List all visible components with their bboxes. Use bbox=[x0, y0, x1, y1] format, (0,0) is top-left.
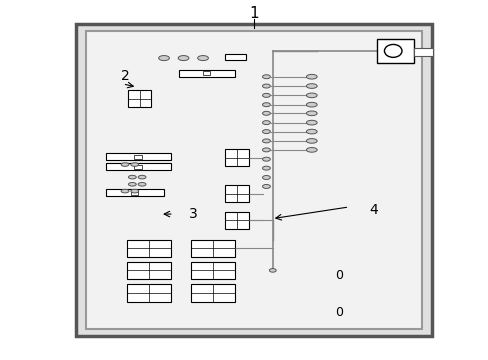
Ellipse shape bbox=[131, 189, 139, 193]
Ellipse shape bbox=[306, 148, 317, 152]
Ellipse shape bbox=[121, 189, 129, 193]
Bar bbox=[224, 54, 246, 60]
Bar bbox=[190, 284, 234, 302]
Ellipse shape bbox=[306, 111, 317, 116]
Text: 2: 2 bbox=[121, 69, 129, 83]
Ellipse shape bbox=[121, 163, 129, 166]
Bar bbox=[131, 190, 138, 194]
Text: 3: 3 bbox=[188, 207, 197, 221]
Text: 0: 0 bbox=[335, 269, 343, 282]
Text: 4: 4 bbox=[368, 203, 377, 217]
Ellipse shape bbox=[262, 166, 270, 170]
Ellipse shape bbox=[262, 75, 270, 79]
Ellipse shape bbox=[306, 129, 317, 134]
Ellipse shape bbox=[306, 75, 317, 79]
Ellipse shape bbox=[306, 93, 317, 98]
Bar bbox=[127, 239, 171, 257]
Bar bbox=[413, 48, 432, 56]
Ellipse shape bbox=[262, 184, 270, 188]
Ellipse shape bbox=[306, 139, 317, 143]
Ellipse shape bbox=[262, 84, 270, 88]
Ellipse shape bbox=[178, 55, 188, 60]
Bar bbox=[134, 155, 142, 159]
Text: 1: 1 bbox=[249, 6, 259, 21]
Ellipse shape bbox=[158, 55, 169, 60]
Ellipse shape bbox=[138, 183, 146, 186]
Ellipse shape bbox=[262, 111, 270, 115]
Ellipse shape bbox=[262, 93, 270, 97]
Bar bbox=[105, 163, 171, 170]
Bar bbox=[127, 284, 171, 302]
Bar bbox=[134, 165, 142, 169]
Bar bbox=[225, 185, 248, 202]
Ellipse shape bbox=[306, 84, 317, 88]
Ellipse shape bbox=[262, 103, 270, 107]
Ellipse shape bbox=[262, 130, 270, 134]
Ellipse shape bbox=[262, 139, 270, 143]
Ellipse shape bbox=[262, 148, 270, 152]
Circle shape bbox=[384, 44, 401, 57]
Bar bbox=[105, 189, 163, 196]
Bar bbox=[225, 212, 248, 229]
Ellipse shape bbox=[128, 175, 136, 179]
Ellipse shape bbox=[306, 120, 317, 125]
Bar bbox=[128, 90, 151, 107]
Bar bbox=[86, 31, 422, 329]
Ellipse shape bbox=[128, 183, 136, 186]
Ellipse shape bbox=[269, 269, 276, 272]
Bar bbox=[225, 149, 248, 166]
Ellipse shape bbox=[262, 157, 270, 161]
Bar bbox=[190, 239, 234, 257]
Bar bbox=[76, 24, 431, 336]
Ellipse shape bbox=[306, 102, 317, 107]
Bar bbox=[190, 262, 234, 279]
Bar bbox=[377, 39, 413, 63]
Ellipse shape bbox=[197, 55, 208, 60]
Ellipse shape bbox=[262, 121, 270, 125]
Bar bbox=[105, 153, 171, 160]
Bar bbox=[178, 69, 234, 77]
Bar bbox=[203, 71, 210, 75]
Ellipse shape bbox=[131, 163, 139, 166]
Text: 0: 0 bbox=[335, 306, 343, 319]
Ellipse shape bbox=[138, 175, 146, 179]
Bar bbox=[127, 262, 171, 279]
Ellipse shape bbox=[262, 176, 270, 180]
